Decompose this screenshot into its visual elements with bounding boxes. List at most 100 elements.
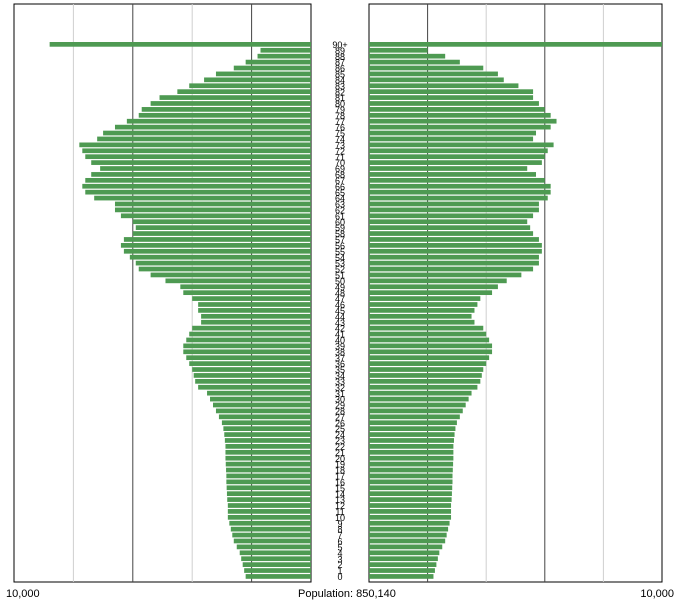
age-label: 0 (337, 572, 342, 582)
age-label: 88 (335, 52, 345, 62)
age-label: 21 (335, 448, 345, 458)
right-bar (369, 343, 493, 349)
age-label: 82 (335, 87, 345, 97)
right-bar (369, 402, 466, 408)
right-bar (369, 95, 534, 100)
left-bar (207, 390, 311, 396)
age-label: 31 (335, 389, 345, 399)
right-bar (369, 284, 498, 290)
age-label: 38 (335, 347, 345, 357)
right-bar (369, 503, 452, 508)
left-bar (100, 166, 311, 171)
left-bar (226, 467, 311, 473)
right-bar (369, 195, 548, 201)
age-label: 57 (335, 235, 345, 245)
right-bar (369, 574, 434, 579)
right-bar (369, 142, 554, 148)
age-label: 45 (335, 306, 345, 316)
age-label: 75 (335, 129, 345, 139)
age-label: 77 (335, 117, 345, 127)
age-label: 47 (335, 294, 345, 304)
left-bar (192, 325, 311, 331)
age-label: 12 (335, 501, 345, 511)
left-bar (201, 313, 311, 319)
age-label: 71 (335, 152, 345, 162)
age-label: 29 (335, 401, 345, 411)
age-label: 40 (335, 336, 345, 346)
right-bar (369, 361, 487, 366)
age-label: 34 (335, 371, 345, 381)
age-label: 20 (335, 454, 345, 464)
age-label: 2 (337, 560, 342, 570)
age-label: 15 (335, 483, 345, 493)
right-bar (369, 272, 522, 278)
age-label: 4 (337, 548, 342, 558)
right-bar (369, 213, 534, 219)
age-label: 19 (335, 460, 345, 470)
right-bar (369, 260, 539, 266)
age-label: 59 (335, 223, 345, 233)
left-bar (183, 349, 311, 355)
left-bar (226, 491, 311, 497)
age-label: 22 (335, 442, 345, 452)
age-label: 52 (335, 265, 345, 275)
left-bar (189, 331, 311, 337)
age-label: 16 (335, 477, 345, 487)
right-bar (369, 248, 542, 254)
age-label: 5 (337, 542, 342, 552)
right-bar (369, 390, 472, 396)
left-plot-panel (13, 3, 312, 583)
age-label: 86 (335, 64, 345, 74)
population-label: Population: (298, 588, 354, 600)
left-bar (165, 278, 311, 284)
age-label: 11 (335, 507, 344, 517)
age-label: 50 (335, 276, 345, 286)
right-bar (369, 485, 453, 491)
right-bar (369, 71, 498, 77)
age-label: 55 (335, 247, 345, 257)
left-bar (120, 243, 311, 248)
left-bar (192, 367, 311, 372)
age-label: 48 (335, 288, 345, 298)
right-bar (369, 183, 551, 189)
right-bar (369, 154, 545, 160)
left-bar (221, 420, 311, 426)
right-bar (369, 47, 428, 53)
left-bar (226, 473, 311, 479)
right-plot-panel (368, 3, 663, 583)
left-bar (123, 237, 311, 242)
left-bar (227, 497, 311, 502)
right-bar (369, 467, 453, 473)
left-bar (114, 207, 311, 213)
left-bar (193, 373, 311, 378)
right-bar (369, 432, 455, 437)
age-label: 33 (335, 377, 345, 387)
left-bar (195, 378, 311, 384)
left-bar (132, 231, 311, 236)
age-label: 36 (335, 359, 345, 369)
age-label: 67 (335, 176, 345, 186)
age-label: 83 (335, 81, 345, 91)
age-label: 6 (337, 537, 342, 547)
left-bar (201, 319, 311, 325)
age-label: 62 (335, 205, 345, 215)
age-label: 17 (335, 472, 345, 482)
right-bar (369, 243, 542, 248)
age-label: 69 (335, 164, 345, 174)
left-bar (132, 219, 311, 225)
right-bar (369, 42, 662, 47)
right-bar (369, 225, 531, 230)
age-label: 72 (335, 146, 345, 156)
right-bar (369, 497, 452, 502)
right-bar (369, 112, 551, 118)
left-bar (150, 101, 311, 106)
right-bar (369, 337, 490, 343)
right-bar (369, 568, 435, 573)
left-bar (85, 154, 311, 160)
right-bar (369, 130, 537, 136)
left-bar (120, 213, 311, 219)
right-bar (369, 514, 452, 520)
right-bar (369, 89, 534, 95)
left-bar (232, 532, 311, 538)
